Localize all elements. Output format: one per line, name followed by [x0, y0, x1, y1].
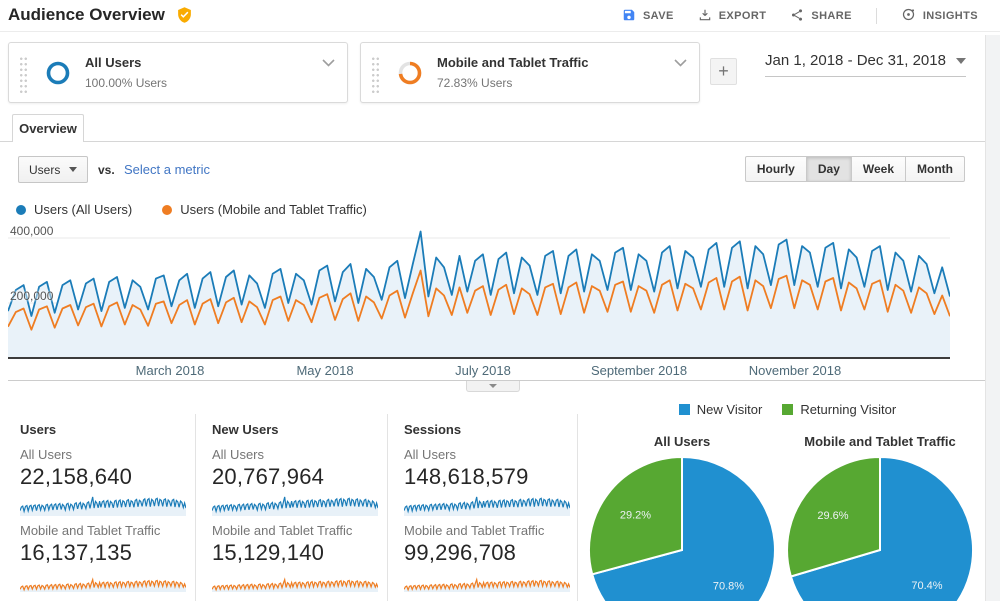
chart-section-divider	[8, 380, 985, 381]
metric-title: New Users	[212, 422, 279, 437]
select-a-metric-link[interactable]: Select a metric	[124, 162, 210, 177]
new-users-all-sparkline	[212, 496, 378, 516]
mobile-tablet-visitor-pie-chart[interactable]: 70.4% 29.6%	[780, 455, 980, 601]
y-axis-label-200k: 200,000	[10, 289, 54, 303]
segment-detail: 100.00% Users	[85, 76, 168, 90]
metric-value: 148,618,579	[404, 464, 529, 489]
metric-title: Users	[20, 422, 57, 437]
export-icon	[698, 8, 712, 25]
chevron-down-icon	[956, 57, 966, 64]
drag-handle-icon[interactable]	[19, 56, 28, 93]
verified-shield-icon	[176, 6, 193, 29]
metric-value: 15,129,140	[212, 540, 325, 565]
svg-text:70.8%: 70.8%	[713, 581, 744, 593]
metric-column-users: Users All Users 22,158,640 Mobile and Ta…	[8, 414, 196, 601]
x-axis-label: May 2018	[296, 363, 354, 378]
metric-value: 16,137,135	[20, 540, 133, 565]
sessions-mobile-sparkline	[404, 577, 570, 592]
chevron-down-icon	[69, 167, 78, 172]
metric-value: 99,296,708	[404, 540, 517, 565]
granularity-week-button[interactable]: Week	[851, 156, 907, 182]
add-segment-button[interactable]: +	[710, 58, 737, 85]
insights-button[interactable]: INSIGHTS	[901, 7, 978, 25]
metric-value: 22,158,640	[20, 464, 133, 489]
metric-segment-label: Mobile and Tablet Traffic	[404, 523, 545, 538]
legend-square-icon	[678, 404, 690, 415]
x-axis-label: March 2018	[135, 363, 205, 378]
segment-detail: 72.83% Users	[437, 76, 513, 90]
pie-title-all-users: All Users	[653, 434, 711, 449]
metric-column-sessions: Sessions All Users 148,618,579 Mobile an…	[388, 414, 578, 601]
legend-item-returning-visitor: Returning Visitor	[782, 402, 896, 417]
pie-title-mobile-tablet: Mobile and Tablet Traffic	[804, 434, 956, 449]
granularity-day-button[interactable]: Day	[806, 156, 852, 182]
users-timeline-chart[interactable]	[8, 222, 950, 359]
metric-select-dropdown[interactable]: Users	[18, 156, 89, 183]
metric-title: Sessions	[404, 422, 462, 437]
sessions-all-sparkline	[404, 496, 570, 516]
insights-icon	[901, 7, 916, 25]
segment-card-mobile-tablet[interactable]: Mobile and Tablet Traffic 72.83% Users	[360, 42, 700, 103]
date-range-text: Jan 1, 2018 - Dec 31, 2018	[765, 52, 946, 69]
metric-segment-label: All Users	[212, 447, 265, 462]
svg-text:70.4%: 70.4%	[911, 580, 942, 592]
save-icon	[622, 8, 636, 25]
metric-segment-label: Mobile and Tablet Traffic	[20, 523, 161, 538]
granularity-hourly-button[interactable]: Hourly	[744, 156, 807, 182]
date-range-selector[interactable]: Jan 1, 2018 - Dec 31, 2018	[765, 52, 966, 77]
legend-item-all-users: Users (All Users)	[16, 202, 132, 217]
segment-donut-icon	[46, 61, 70, 85]
legend-dot-icon	[16, 204, 26, 215]
x-axis-line	[8, 357, 950, 359]
x-axis-label: September 2018	[590, 363, 688, 378]
collapse-chart-button[interactable]	[466, 381, 520, 392]
export-button[interactable]: EXPORT	[698, 8, 767, 25]
granularity-month-button[interactable]: Month	[906, 156, 965, 182]
svg-text:29.2%: 29.2%	[620, 509, 651, 521]
chevron-down-icon[interactable]	[322, 54, 335, 72]
granularity-toggle: Hourly Day Week Month	[744, 156, 965, 182]
segment-card-all-users[interactable]: All Users 100.00% Users	[8, 42, 348, 103]
header-divider-line	[0, 31, 1000, 32]
segment-name: Mobile and Tablet Traffic	[437, 55, 589, 70]
new-users-mobile-sparkline	[212, 577, 378, 592]
page-title: Audience Overview	[8, 5, 165, 24]
header-divider	[875, 8, 877, 24]
segment-donut-icon	[398, 61, 422, 85]
chevron-down-icon[interactable]	[674, 54, 687, 72]
metric-segment-label: All Users	[20, 447, 73, 462]
svg-text:29.6%: 29.6%	[817, 510, 848, 522]
timeline-legend: Users (All Users) Users (Mobile and Tabl…	[16, 202, 367, 217]
visitor-type-legend: New Visitor Returning Visitor	[590, 402, 985, 417]
share-button[interactable]: SHARE	[790, 8, 852, 25]
tab-bottom-border	[0, 141, 1000, 142]
legend-item-new-visitor: New Visitor	[678, 402, 762, 417]
metric-segment-label: All Users	[404, 447, 457, 462]
x-axis-label: November 2018	[748, 363, 842, 378]
share-icon	[790, 8, 804, 25]
users-mobile-sparkline	[20, 577, 186, 592]
legend-dot-icon	[162, 204, 173, 215]
metric-segment-label: Mobile and Tablet Traffic	[212, 523, 353, 538]
header-actions: SAVE EXPORT SHARE INSIGHTS	[622, 7, 978, 25]
legend-item-mobile-tablet: Users (Mobile and Tablet Traffic)	[162, 202, 367, 217]
vs-label: vs.	[98, 163, 115, 177]
tab-overview[interactable]: Overview	[12, 114, 84, 142]
x-axis-label: July 2018	[455, 363, 511, 378]
segment-name: All Users	[85, 55, 142, 70]
metrics-summary: Users All Users 22,158,640 Mobile and Ta…	[8, 414, 578, 601]
metric-value: 20,767,964	[212, 464, 325, 489]
y-axis-label-400k: 400,000	[10, 224, 54, 238]
save-button[interactable]: SAVE	[622, 8, 674, 25]
triangle-down-icon	[489, 384, 497, 388]
page-right-gutter	[985, 35, 1000, 601]
users-all-sparkline	[20, 496, 186, 516]
legend-square-icon	[782, 404, 794, 415]
metric-column-new-users: New Users All Users 20,767,964 Mobile an…	[196, 414, 388, 601]
drag-handle-icon[interactable]	[371, 56, 380, 93]
all-users-visitor-pie-chart[interactable]: 70.8% 29.2%	[582, 455, 782, 601]
